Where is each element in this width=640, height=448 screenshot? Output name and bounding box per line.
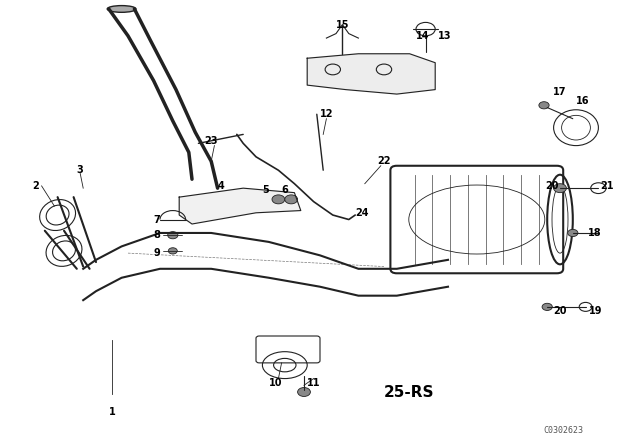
Text: 16: 16 <box>575 96 589 106</box>
Text: 20: 20 <box>553 306 567 316</box>
Text: 10: 10 <box>268 378 282 388</box>
Text: 22: 22 <box>377 156 391 166</box>
Circle shape <box>272 195 285 204</box>
Circle shape <box>285 195 298 204</box>
Text: 7: 7 <box>154 215 160 224</box>
Text: 3: 3 <box>77 165 83 175</box>
Circle shape <box>168 232 178 239</box>
Polygon shape <box>179 188 301 224</box>
Text: 17: 17 <box>553 87 567 97</box>
Circle shape <box>539 102 549 109</box>
Polygon shape <box>307 54 435 94</box>
Text: 24: 24 <box>355 208 369 218</box>
Text: 2: 2 <box>32 181 38 191</box>
Circle shape <box>298 388 310 396</box>
Text: 14: 14 <box>415 31 429 41</box>
Text: 1: 1 <box>109 407 115 417</box>
Circle shape <box>554 184 566 193</box>
Circle shape <box>568 229 578 237</box>
Text: 5: 5 <box>262 185 269 195</box>
Text: 4: 4 <box>218 181 224 191</box>
Ellipse shape <box>107 5 136 13</box>
Text: C0302623: C0302623 <box>543 426 583 435</box>
Text: 13: 13 <box>438 31 452 41</box>
Text: 8: 8 <box>154 230 160 240</box>
Text: 6: 6 <box>282 185 288 195</box>
Text: 25-RS: 25-RS <box>384 384 435 400</box>
Text: 12: 12 <box>319 109 333 119</box>
Text: 9: 9 <box>154 248 160 258</box>
Text: 11: 11 <box>307 378 321 388</box>
Text: 18: 18 <box>588 228 602 238</box>
Circle shape <box>168 248 177 254</box>
Text: 19: 19 <box>588 306 602 316</box>
Text: 21: 21 <box>600 181 614 191</box>
Text: 20: 20 <box>545 181 559 191</box>
Circle shape <box>542 303 552 310</box>
Text: 23: 23 <box>204 136 218 146</box>
Text: 15: 15 <box>335 20 349 30</box>
